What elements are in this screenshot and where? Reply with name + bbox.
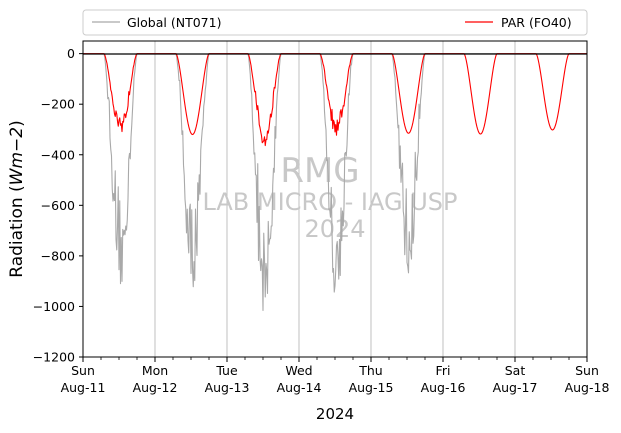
y-tick-label: −200 bbox=[41, 97, 75, 112]
legend: Global (NT071) PAR (FO40) bbox=[82, 9, 588, 36]
watermark-line-1: RMG bbox=[280, 151, 359, 191]
x-tick-label-day: Wed bbox=[285, 363, 312, 378]
legend-frame bbox=[82, 9, 588, 36]
y-tick-label: −800 bbox=[41, 248, 75, 263]
x-tick-label-date: Aug-12 bbox=[133, 380, 178, 395]
y-tick-label: −600 bbox=[41, 198, 75, 213]
y-tick-label: −1000 bbox=[33, 299, 75, 314]
x-tick-label-day: Sun bbox=[575, 363, 599, 378]
x-tick-label-day: Sun bbox=[71, 363, 95, 378]
watermark-line-3: 2024 bbox=[304, 215, 365, 243]
y-axis-title-unit: Wm bbox=[7, 152, 27, 185]
x-axis: Sun Aug-11 Mon Aug-12 Tue Aug-13 Wed Aug-14 Thu A… bbox=[61, 357, 610, 395]
y-axis-title-suffix: ) bbox=[7, 120, 27, 127]
x-tick-label-date: Aug-14 bbox=[277, 380, 322, 395]
x-tick-label-date: Aug-18 bbox=[565, 380, 610, 395]
y-axis: 0 −200 −400 −600 −800 −1000 −1200 bbox=[33, 46, 83, 365]
y-axis-title-prefix: Radiation ( bbox=[7, 185, 27, 277]
y-tick-label: −1200 bbox=[33, 350, 75, 365]
plot-area bbox=[83, 41, 587, 357]
x-tick-label-date: Aug-11 bbox=[61, 380, 106, 395]
x-axis-title: 2024 bbox=[316, 405, 354, 423]
y-tick-label: −400 bbox=[41, 147, 75, 162]
legend-label-global: Global (NT071) bbox=[127, 15, 221, 30]
x-tick-label-day: Thu bbox=[358, 363, 382, 378]
x-tick-label-day: Sat bbox=[505, 363, 526, 378]
x-tick-label-day: Fri bbox=[436, 363, 451, 378]
x-tick-label-date: Aug-17 bbox=[493, 380, 538, 395]
vertical-grid bbox=[154, 41, 516, 357]
y-tick-label: 0 bbox=[67, 46, 75, 61]
x-tick-label-date: Aug-16 bbox=[421, 380, 466, 395]
x-tick-label-day: Mon bbox=[142, 363, 168, 378]
x-tick-label-date: Aug-13 bbox=[205, 380, 250, 395]
x-tick-label-day: Tue bbox=[215, 363, 238, 378]
y-axis-title: Radiation (Wm−2) bbox=[7, 120, 27, 277]
y-axis-title-exp: −2 bbox=[7, 127, 27, 152]
x-tick-label-date: Aug-15 bbox=[349, 380, 394, 395]
legend-label-par: PAR (FO40) bbox=[501, 15, 572, 30]
